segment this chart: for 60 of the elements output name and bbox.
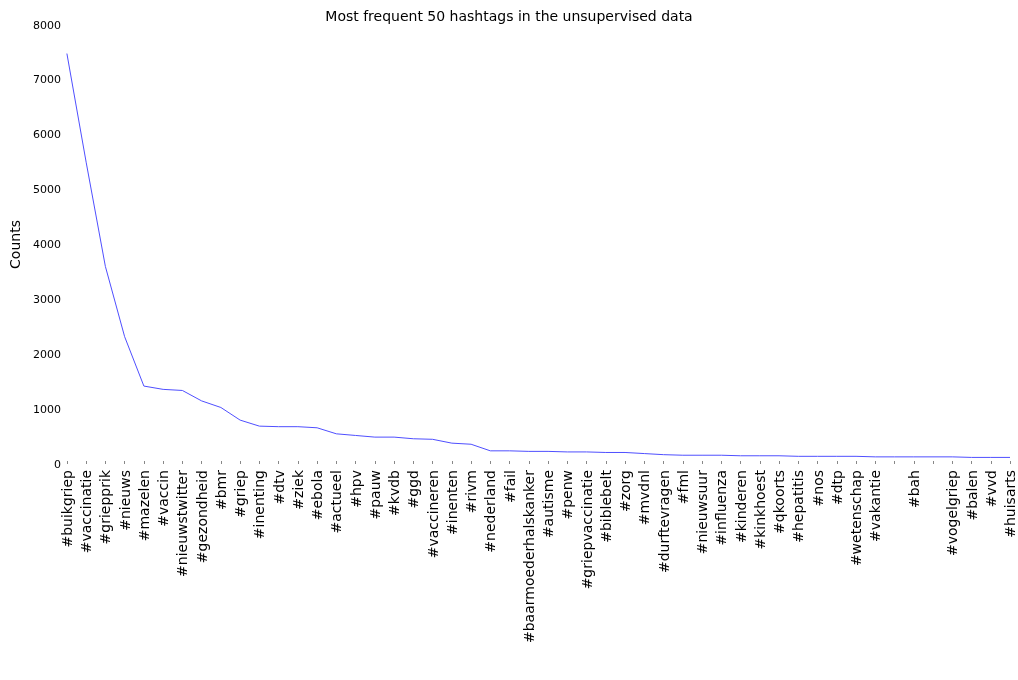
x-tick-label: #zorg [617, 470, 634, 513]
y-axis-title: Counts [7, 220, 23, 269]
x-tick-label: #vaccin [155, 470, 172, 527]
x-tick-label: #kinkhoest [751, 469, 768, 550]
x-tick-label: #qkoorts [771, 470, 788, 534]
x-tick-label: #nieuwsuur [694, 469, 711, 555]
x-tick-label: #nieuws [116, 470, 133, 531]
x-tick-label: #rivm [463, 470, 480, 514]
y-tick-label: 5000 [32, 183, 61, 197]
x-tick-label: #hepatitis [790, 470, 807, 543]
x-tick-label: #influenza [713, 470, 730, 546]
x-tick-label: #ggd [405, 470, 422, 509]
x-tick-label: #kinderen [732, 470, 749, 544]
chart-title: Most frequent 50 hashtags in the unsupervised data [325, 8, 693, 24]
x-tick-label: #nederland [482, 470, 499, 553]
x-tick-label: #penw [559, 470, 576, 520]
y-tick-label: 3000 [32, 292, 61, 306]
x-tick-label: #dtv [270, 470, 287, 505]
x-tick-label: #actueel [328, 470, 345, 534]
x-tick-label: #ziek [289, 469, 306, 510]
x-tick-label: #nos [809, 470, 826, 507]
x-tick-label: #wetenschap [848, 469, 865, 567]
x-tick-label: #balen [963, 470, 980, 521]
x-tick-label: #vvd [982, 470, 999, 508]
x-tick-label: #huisarts [1002, 470, 1018, 538]
x-tick-label: #autisme [540, 470, 557, 539]
x-tick-label: #vogelgriep [944, 469, 961, 557]
x-tick-label: #fail [501, 470, 518, 504]
x-tick-label: #griepprik [97, 469, 114, 545]
x-tick-label: #buikgriep [58, 469, 75, 548]
x-tick-label: #ebola [309, 470, 326, 521]
y-tick-label: 6000 [32, 128, 61, 142]
x-tick-label: #pauw [366, 470, 383, 520]
x-tick-label: #bah [905, 470, 922, 509]
x-tick-label: #biblebelt [597, 469, 614, 543]
x-tick-label: #vaccinatie [78, 470, 95, 554]
x-tick-label: #kvdb [386, 469, 403, 516]
y-tick-label: 8000 [32, 18, 61, 32]
y-tick-label: 2000 [32, 347, 61, 361]
x-tick-label: #durftevragen [655, 470, 672, 574]
x-tick-label: #griep [232, 469, 249, 518]
x-tick-label: #inenting [251, 470, 268, 540]
x-tick-label: #vakantie [867, 470, 884, 542]
y-tick-label: 4000 [32, 238, 61, 251]
x-tick-label: #baarmoederhalskanker [520, 469, 537, 644]
x-tick-label: #bmr [212, 469, 229, 511]
x-tick-label: #mazelen [135, 470, 152, 542]
x-tick-label: #mvdnl [636, 470, 653, 526]
y-tick-label: 1000 [32, 402, 61, 416]
x-tick-label: #inenten [443, 470, 460, 535]
x-tick-label: #griepvaccinatie [578, 470, 595, 590]
x-tick-label: #nieuwstwitter [174, 469, 191, 577]
x-tick-label: #dtp [828, 469, 845, 505]
x-tick-label: #gezondheid [193, 470, 210, 564]
line-series [66, 53, 1011, 458]
y-tick-label: 0 [53, 457, 61, 471]
x-tick-label: #vaccineren [424, 470, 441, 559]
y-tick-label: 7000 [32, 73, 61, 87]
x-tick-label: #fml [674, 470, 691, 505]
x-tick-label: #hpv [347, 470, 364, 508]
